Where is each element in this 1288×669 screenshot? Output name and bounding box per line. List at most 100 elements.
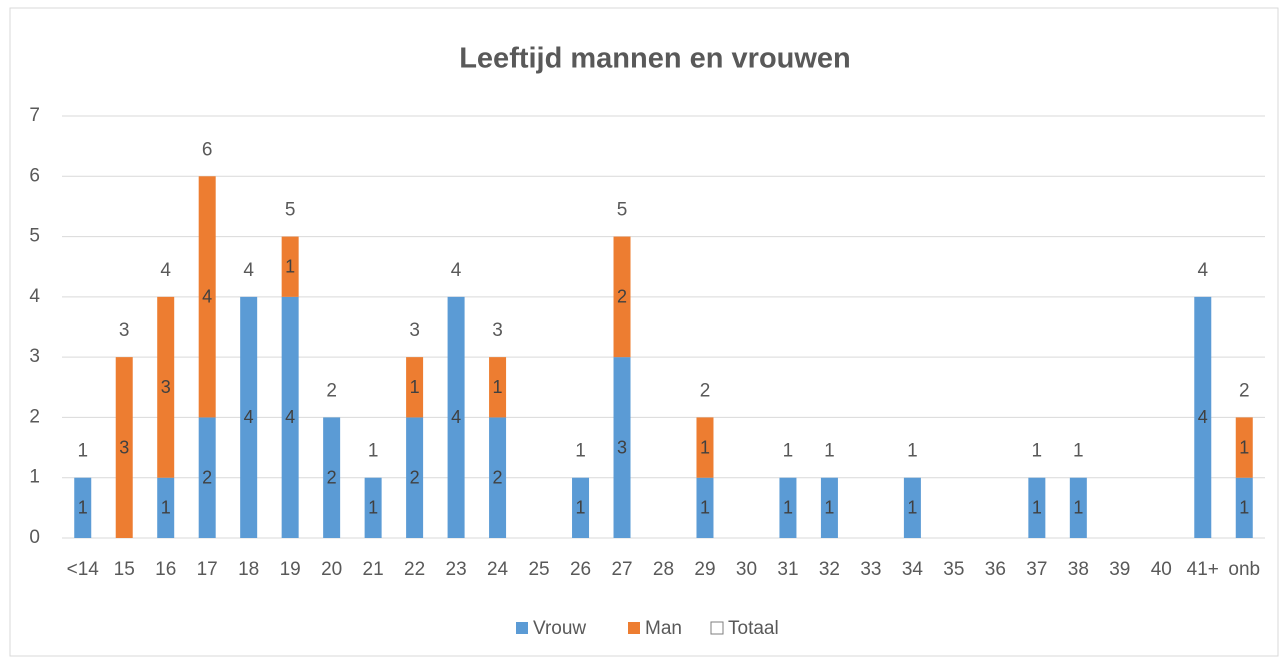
segment-label: 2 bbox=[410, 467, 420, 487]
bar-segment bbox=[572, 477, 590, 538]
bar-segment bbox=[489, 417, 507, 538]
segment-label: 2 bbox=[202, 467, 212, 487]
total-label: 2 bbox=[1239, 380, 1250, 401]
bar-segment bbox=[1028, 477, 1046, 538]
total-label: 1 bbox=[907, 441, 918, 462]
bar-segment bbox=[489, 357, 507, 418]
total-label: 4 bbox=[243, 260, 254, 281]
segment-label: 4 bbox=[285, 407, 295, 427]
segment-label: 4 bbox=[202, 287, 212, 307]
bar-segment bbox=[613, 236, 631, 358]
x-tick-label: 15 bbox=[114, 559, 135, 580]
x-tick-label: 31 bbox=[777, 559, 798, 580]
segment-label: 1 bbox=[1239, 437, 1249, 457]
y-tick-label: 3 bbox=[29, 346, 40, 367]
x-tick-label: 38 bbox=[1068, 559, 1089, 580]
bar-segment bbox=[198, 417, 216, 538]
bar-segment bbox=[406, 417, 424, 538]
total-label: 5 bbox=[285, 200, 296, 221]
x-tick-label: 27 bbox=[611, 559, 632, 580]
total-label: 1 bbox=[783, 441, 794, 462]
x-tick-label: 23 bbox=[446, 559, 467, 580]
bar-segment bbox=[281, 236, 299, 297]
total-label: 1 bbox=[575, 441, 586, 462]
x-tick-label: 35 bbox=[943, 559, 964, 580]
x-tick-label: 30 bbox=[736, 559, 757, 580]
total-label: 2 bbox=[700, 380, 711, 401]
chart-title: Leeftijd mannen en vrouwen bbox=[459, 43, 851, 75]
bar-segment bbox=[281, 296, 299, 538]
y-tick-label: 4 bbox=[29, 286, 40, 307]
segment-label: 1 bbox=[783, 498, 793, 518]
segment-label: 1 bbox=[700, 498, 710, 518]
x-tick-label: 18 bbox=[238, 559, 259, 580]
bar-segment bbox=[157, 296, 175, 478]
bar-segment bbox=[1069, 477, 1087, 538]
segment-label: 1 bbox=[368, 498, 378, 518]
segment-label: 1 bbox=[1073, 498, 1083, 518]
bar-segment bbox=[364, 477, 382, 538]
segment-label: 2 bbox=[493, 467, 503, 487]
bar-segment bbox=[406, 357, 424, 418]
y-tick-label: 2 bbox=[29, 406, 40, 427]
segment-label: 1 bbox=[700, 437, 710, 457]
legend-label: Man bbox=[645, 618, 682, 639]
total-label: 1 bbox=[824, 441, 835, 462]
bar-segment bbox=[157, 477, 175, 538]
bar-segment bbox=[613, 357, 631, 538]
x-tick-label: 25 bbox=[528, 559, 549, 580]
total-label: 4 bbox=[1197, 260, 1208, 281]
total-label: 2 bbox=[326, 380, 337, 401]
bar-segment bbox=[1194, 296, 1212, 538]
y-tick-label: 0 bbox=[29, 527, 40, 548]
segment-label: 1 bbox=[161, 498, 171, 518]
y-tick-label: 6 bbox=[29, 165, 40, 186]
legend-label: Vrouw bbox=[533, 618, 586, 639]
x-tick-label: 41+ bbox=[1187, 559, 1219, 580]
legend-swatch bbox=[516, 622, 528, 634]
bar-segment bbox=[115, 357, 133, 538]
bar-segment bbox=[696, 417, 714, 478]
x-tick-label: 21 bbox=[363, 559, 384, 580]
x-tick-label: 24 bbox=[487, 559, 509, 580]
segment-label: 1 bbox=[1239, 498, 1249, 518]
y-tick-label: 5 bbox=[29, 226, 40, 247]
segment-label: 1 bbox=[824, 498, 834, 518]
segment-label: 1 bbox=[78, 498, 88, 518]
y-tick-label: 7 bbox=[29, 105, 40, 126]
total-label: 1 bbox=[1032, 441, 1043, 462]
segment-label: 4 bbox=[451, 407, 461, 427]
segment-label: 3 bbox=[161, 377, 171, 397]
x-tick-label: 36 bbox=[985, 559, 1006, 580]
x-tick-label: 22 bbox=[404, 559, 425, 580]
segment-label: 1 bbox=[493, 377, 503, 397]
total-label: 1 bbox=[1073, 441, 1084, 462]
total-label: 3 bbox=[409, 320, 420, 341]
x-tick-label: 26 bbox=[570, 559, 591, 580]
segment-label: 3 bbox=[119, 437, 129, 457]
bar-segment bbox=[903, 477, 921, 538]
legend-label: Totaal bbox=[728, 618, 779, 639]
segment-label: 1 bbox=[576, 498, 586, 518]
total-label: 4 bbox=[160, 260, 171, 281]
x-tick-label: 39 bbox=[1109, 559, 1130, 580]
bar-segment bbox=[198, 176, 216, 418]
segment-label: 2 bbox=[617, 287, 627, 307]
x-tick-label: 34 bbox=[902, 559, 924, 580]
x-tick-label: 37 bbox=[1026, 559, 1047, 580]
x-tick-label: onb bbox=[1228, 559, 1260, 580]
segment-label: 1 bbox=[907, 498, 917, 518]
x-tick-label: 33 bbox=[860, 559, 881, 580]
total-label: 3 bbox=[119, 320, 130, 341]
total-label: 6 bbox=[202, 139, 213, 160]
x-tick-label: 32 bbox=[819, 559, 840, 580]
x-tick-label: 17 bbox=[197, 559, 218, 580]
bar-segment bbox=[1235, 417, 1253, 478]
total-label: 1 bbox=[77, 441, 88, 462]
bar-segment bbox=[447, 296, 465, 538]
segment-label: 4 bbox=[1198, 407, 1208, 427]
x-tick-label: 28 bbox=[653, 559, 674, 580]
bar-segment bbox=[74, 477, 92, 538]
segment-label: 1 bbox=[285, 256, 295, 276]
